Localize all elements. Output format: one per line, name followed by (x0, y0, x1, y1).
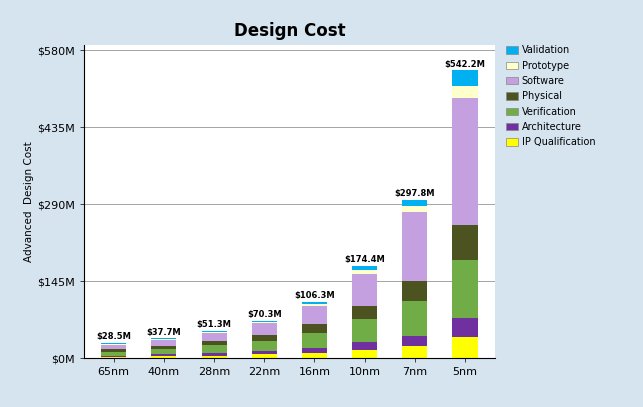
Bar (453, 337, 478, 358)
Bar (453, 70, 478, 86)
Bar (302, 324, 327, 333)
Bar (101, 349, 126, 352)
Bar (201, 341, 226, 346)
Bar (302, 304, 327, 306)
Bar (201, 355, 226, 358)
Bar (352, 274, 377, 306)
Bar (302, 333, 327, 348)
Bar (352, 342, 377, 350)
Text: $70.3M: $70.3M (247, 310, 282, 319)
Bar (201, 353, 226, 355)
Bar (403, 200, 428, 206)
Bar (151, 349, 176, 354)
Bar (201, 333, 226, 341)
Text: $174.4M: $174.4M (344, 255, 385, 264)
Text: $297.8M: $297.8M (395, 189, 435, 198)
Y-axis label: Advanced  Design Cost: Advanced Design Cost (24, 141, 34, 262)
Bar (201, 331, 226, 332)
Bar (201, 346, 226, 353)
Bar (251, 323, 276, 335)
Bar (302, 306, 327, 324)
Bar (302, 348, 327, 353)
Text: $106.3M: $106.3M (294, 291, 335, 300)
Bar (403, 346, 428, 358)
Bar (352, 306, 377, 319)
Legend: Validation, Prototype, Software, Physical, Verification, Architecture, IP Qualif: Validation, Prototype, Software, Physica… (504, 44, 597, 149)
Bar (403, 301, 428, 336)
Bar (302, 353, 327, 358)
Bar (101, 352, 126, 355)
Bar (151, 346, 176, 349)
Bar (251, 322, 276, 323)
Bar (453, 260, 478, 318)
Bar (352, 270, 377, 274)
Text: $542.2M: $542.2M (444, 59, 485, 68)
Text: $37.7M: $37.7M (147, 328, 181, 337)
Bar (151, 340, 176, 346)
Bar (251, 351, 276, 354)
Bar (101, 355, 126, 357)
Bar (251, 354, 276, 358)
Bar (251, 341, 276, 351)
Bar (403, 281, 428, 301)
Bar (101, 344, 126, 345)
Bar (453, 86, 478, 98)
Bar (352, 319, 377, 342)
Bar (453, 225, 478, 260)
Bar (251, 321, 276, 322)
Bar (101, 345, 126, 349)
Bar (302, 302, 327, 304)
Text: $28.5M: $28.5M (96, 333, 131, 341)
Text: $51.3M: $51.3M (197, 320, 231, 329)
Title: Design Cost: Design Cost (233, 22, 345, 40)
Bar (251, 335, 276, 341)
Bar (453, 318, 478, 337)
Bar (151, 339, 176, 340)
Bar (101, 343, 126, 344)
Bar (101, 357, 126, 358)
Bar (352, 265, 377, 270)
Bar (403, 212, 428, 281)
Bar (151, 338, 176, 339)
Bar (403, 336, 428, 346)
Bar (453, 98, 478, 225)
Bar (352, 350, 377, 358)
Bar (201, 332, 226, 333)
Bar (151, 354, 176, 356)
Bar (151, 356, 176, 358)
Bar (403, 206, 428, 212)
